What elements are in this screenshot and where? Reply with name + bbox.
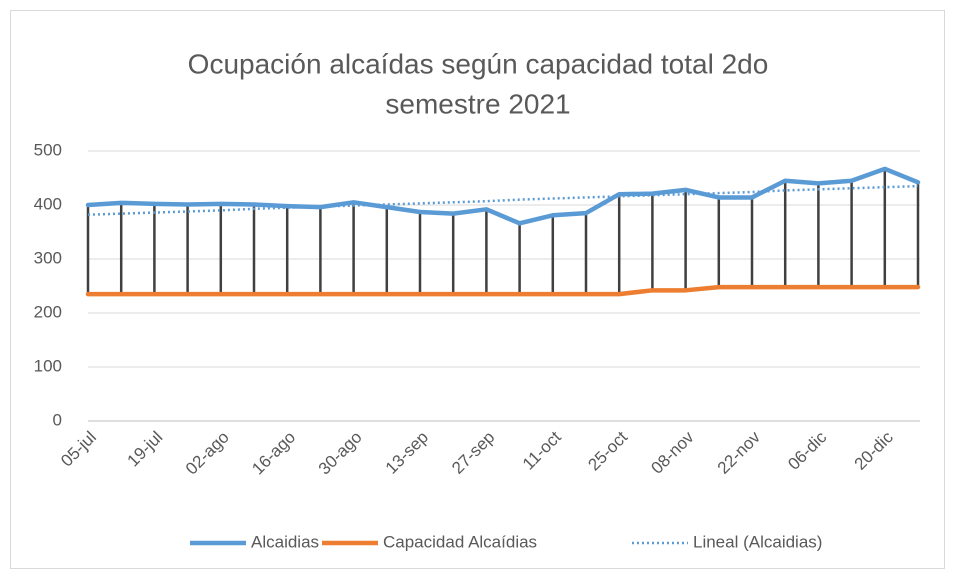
chart-title: semestre 2021 bbox=[385, 88, 570, 119]
series-line bbox=[85, 284, 921, 297]
y-tick-label: 300 bbox=[34, 248, 62, 267]
y-tick-label: 0 bbox=[53, 410, 62, 429]
legend-label: Alcaidias bbox=[251, 532, 319, 551]
y-tick-label: 500 bbox=[34, 140, 62, 159]
legend-label: Capacidad Alcaídias bbox=[383, 532, 537, 551]
y-tick-label: 400 bbox=[34, 194, 62, 213]
series-line bbox=[85, 166, 921, 226]
y-tick-label: 200 bbox=[34, 302, 62, 321]
chart-title: Ocupación alcaídas según capacidad total… bbox=[188, 48, 769, 79]
legend-label: Lineal (Alcaidias) bbox=[693, 532, 822, 551]
y-tick-label: 100 bbox=[34, 356, 62, 375]
chart-border bbox=[10, 10, 945, 569]
trend-line bbox=[87, 184, 919, 216]
